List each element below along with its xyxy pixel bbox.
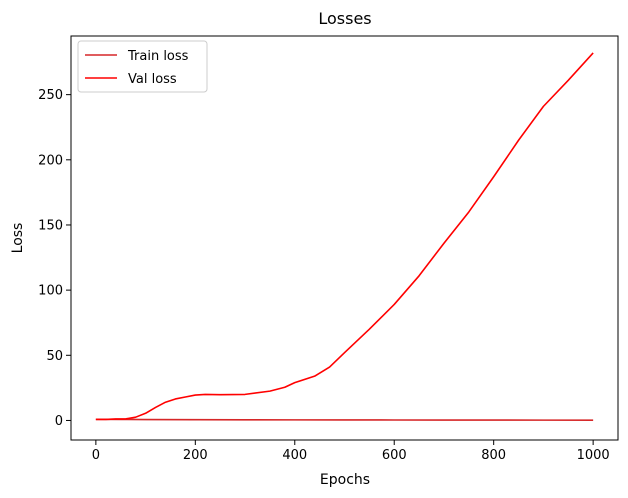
y-tick-label: 100 [38,284,63,299]
y-tick-label: 150 [38,218,63,233]
x-axis-ticks: 0 200 400 600 800 1000 [92,440,610,463]
x-tick-label: 1000 [577,448,610,463]
x-tick-label: 400 [282,448,307,463]
series-line-train-loss [95,418,594,421]
x-tick-label: 600 [382,448,407,463]
series-line-val-loss [95,52,594,421]
y-axis-ticks: 0 50 100 150 200 250 [38,88,71,429]
y-tick-label: 200 [38,153,63,168]
y-axis-label: Loss [10,223,26,254]
chart-title: Losses [318,9,371,28]
y-tick-label: 250 [38,88,63,103]
legend-label-val-loss: Val loss [128,72,177,87]
x-tick-label: 800 [481,448,506,463]
legend-box [77,40,208,93]
x-tick-label: 0 [92,448,100,463]
x-tick-label: 200 [183,448,208,463]
plot-lines [95,52,594,421]
legend: Train loss Val loss [77,40,208,93]
y-tick-label: 0 [55,414,63,429]
legend-label-train-loss: Train loss [127,49,189,64]
plot-frame [70,35,619,441]
x-axis-label: Epochs [320,472,370,488]
y-tick-label: 50 [46,349,63,364]
